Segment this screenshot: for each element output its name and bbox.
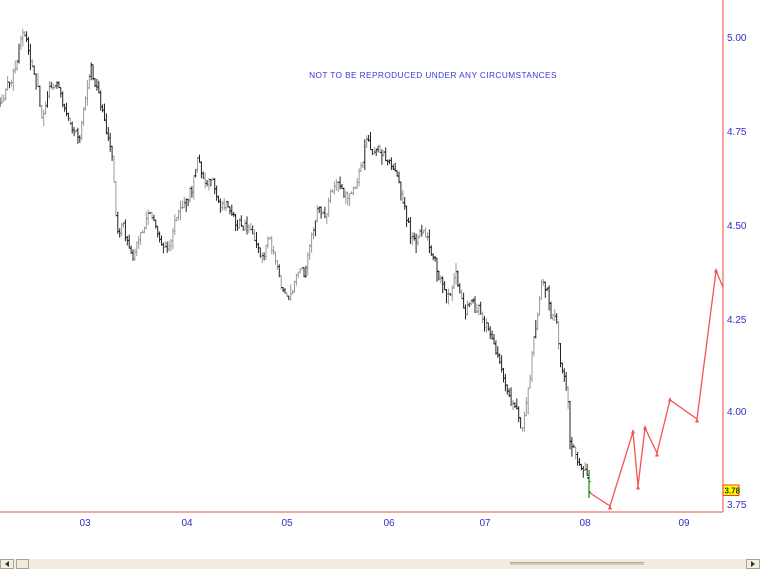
svg-text:4.25: 4.25 [727,315,747,326]
svg-text:07: 07 [479,518,491,529]
svg-text:3.75: 3.75 [727,500,747,511]
svg-text:5.00: 5.00 [727,33,747,44]
svg-text:4.75: 4.75 [727,127,747,138]
svg-text:4.50: 4.50 [727,221,747,232]
svg-text:09: 09 [678,518,690,529]
svg-text:05: 05 [281,518,293,529]
svg-text:3.78: 3.78 [725,486,741,495]
svg-text:08: 08 [579,518,591,529]
svg-text:03: 03 [79,518,91,529]
svg-text:04: 04 [181,518,193,529]
svg-text:06: 06 [383,518,395,529]
svg-text:4.00: 4.00 [727,407,747,418]
svg-text:NOT TO BE REPRODUCED UNDER ANY: NOT TO BE REPRODUCED UNDER ANY CIRCUMSTA… [309,70,557,80]
